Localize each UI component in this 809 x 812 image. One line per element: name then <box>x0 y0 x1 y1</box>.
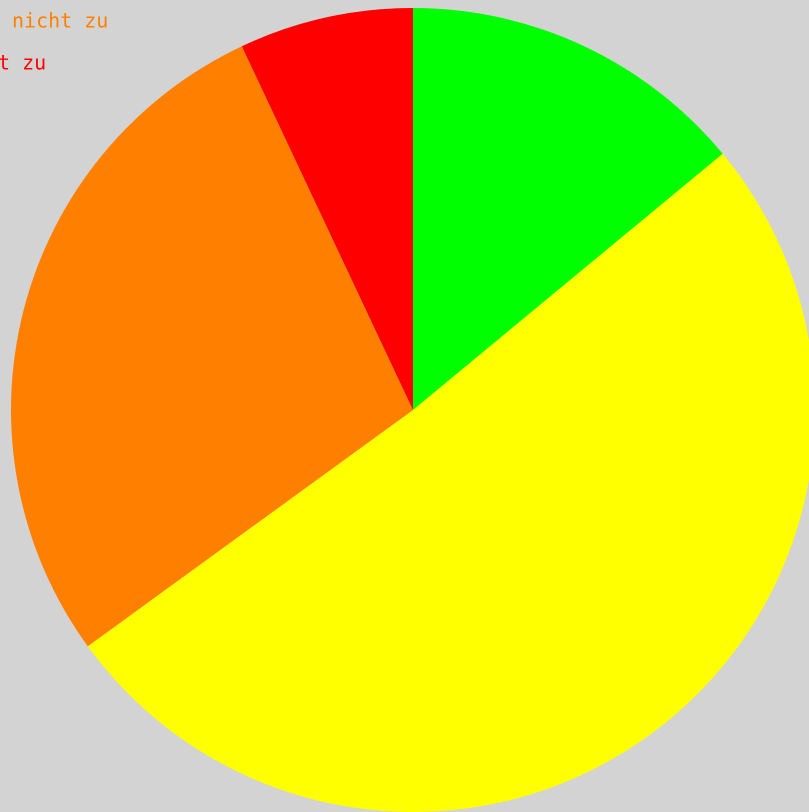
pie-slice <box>413 8 723 410</box>
pie-slice <box>11 46 414 647</box>
legend-label: nicht zu <box>12 9 108 33</box>
legend-label: t zu <box>0 51 46 75</box>
pie-slice <box>87 153 809 812</box>
pie-slice <box>241 8 413 410</box>
